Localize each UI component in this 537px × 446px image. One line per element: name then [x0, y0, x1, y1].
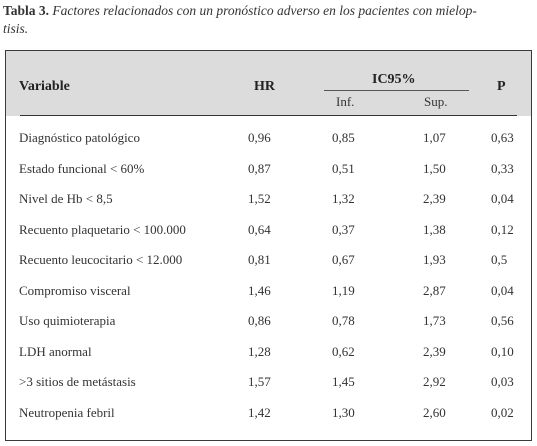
cell-hr: 0,86 — [248, 313, 271, 328]
header-p: P — [497, 79, 506, 94]
table-row: LDH anormal 1,28 0,62 2,39 0,10 — [6, 337, 531, 367]
table-row: Diagnóstico patológico 0,96 0,85 1,07 0,63 — [6, 123, 531, 153]
cell-inf: 1,19 — [332, 282, 355, 298]
table-row: Recuento plaquetario < 100.000 0,64 0,37 1,… — [6, 215, 531, 245]
cell-sup: 2,87 — [423, 282, 446, 298]
cell-hr: 1,46 — [248, 282, 271, 298]
header-inf: Inf. — [336, 94, 355, 109]
cell-sup: 1,50 — [423, 160, 446, 176]
cell-p: 0,03 — [491, 374, 514, 389]
cell-sup: 2,60 — [423, 404, 446, 420]
cell-inf: 0,51 — [332, 160, 355, 176]
cell-hr: 1,52 — [248, 191, 271, 206]
cell-inf: 1,45 — [332, 374, 355, 389]
cell-sup: 2,92 — [423, 374, 446, 389]
table-frame: Variable HR IC95% Inf. Sup. P Diagnóstic… — [5, 50, 532, 441]
cell-inf: 0,37 — [332, 221, 355, 237]
table-row: Recuento leucocitario < 12.000 0,81 0,67 1,… — [6, 245, 531, 275]
cell-variable: Diagnóstico patológico — [19, 130, 140, 145]
cell-hr: 1,42 — [248, 404, 271, 420]
cell-variable: LDH anormal — [19, 343, 92, 359]
cell-inf: 0,62 — [332, 343, 355, 359]
table-row: Uso quimioterapia 0,86 0,78 1,73 0,56 — [6, 306, 531, 336]
cell-sup: 2,39 — [423, 343, 446, 359]
table-row: Nivel de Hb < 8,5 1,52 1,32 2,39 0,04 — [6, 184, 531, 214]
cell-hr: 0,64 — [248, 221, 271, 237]
cell-sup: 1,07 — [423, 130, 446, 145]
header-variable: Variable — [19, 79, 70, 94]
cell-sup: 2,39 — [423, 191, 446, 206]
cell-sup: 1,93 — [423, 252, 446, 267]
cell-variable: Uso quimioterapia — [19, 313, 116, 328]
cell-p: 0,33 — [491, 160, 514, 176]
cell-variable: Neutropenia febril — [19, 404, 115, 420]
cell-p: 0,04 — [491, 282, 514, 298]
table-row: Neutropenia febril 1,42 1,30 2,60 0,02 — [6, 398, 531, 428]
table-row: Estado funcional < 60% 0,87 0,51 1,50 0,33 — [6, 154, 531, 184]
cell-sup: 1,38 — [423, 221, 446, 237]
cell-p: 0,63 — [491, 130, 514, 145]
cell-hr: 1,57 — [248, 374, 271, 389]
caption-label: Tabla 3. — [3, 3, 50, 18]
cell-p: 0,12 — [491, 221, 514, 237]
cell-hr: 0,96 — [248, 130, 271, 145]
cell-inf: 0,78 — [332, 313, 355, 328]
cell-hr: 0,87 — [248, 160, 271, 176]
cell-p: 0,5 — [491, 252, 508, 267]
cell-sup: 1,73 — [423, 313, 446, 328]
cell-p: 0,02 — [491, 404, 514, 420]
caption-text-line1: Factores relacionados con un pronóstico … — [52, 3, 477, 18]
cell-hr: 0,81 — [248, 252, 271, 267]
table-row: Compromiso visceral 1,46 1,19 2,87 0,04 — [6, 276, 531, 306]
cell-hr: 1,28 — [248, 343, 271, 359]
header-ic95: IC95% — [372, 72, 416, 87]
cell-inf: 1,30 — [332, 404, 355, 420]
table-caption: Tabla 3. Factores relacionados con un pr… — [3, 2, 533, 38]
cell-variable: Compromiso visceral — [19, 282, 131, 298]
cell-p: 0,10 — [491, 343, 514, 359]
table-header-background — [6, 51, 531, 116]
cell-variable: >3 sitios de metástasis — [19, 374, 136, 389]
cell-inf: 0,85 — [332, 130, 355, 145]
header-ic95-underline — [324, 90, 469, 91]
header-sup: Sup. — [424, 94, 448, 109]
cell-p: 0,56 — [491, 313, 514, 328]
cell-variable: Recuento leucocitario < 12.000 — [19, 252, 183, 267]
cell-p: 0,04 — [491, 191, 514, 206]
table-row: >3 sitios de metástasis 1,57 1,45 2,92 0,03 — [6, 367, 531, 397]
caption-text-line2: tisis. — [3, 21, 29, 36]
header-bottom-rule — [20, 115, 517, 116]
cell-inf: 1,32 — [332, 191, 355, 206]
header-hr: HR — [254, 79, 275, 94]
cell-variable: Recuento plaquetario < 100.000 — [19, 221, 186, 237]
cell-variable: Nivel de Hb < 8,5 — [19, 191, 113, 206]
cell-inf: 0,67 — [332, 252, 355, 267]
cell-variable: Estado funcional < 60% — [19, 160, 145, 176]
